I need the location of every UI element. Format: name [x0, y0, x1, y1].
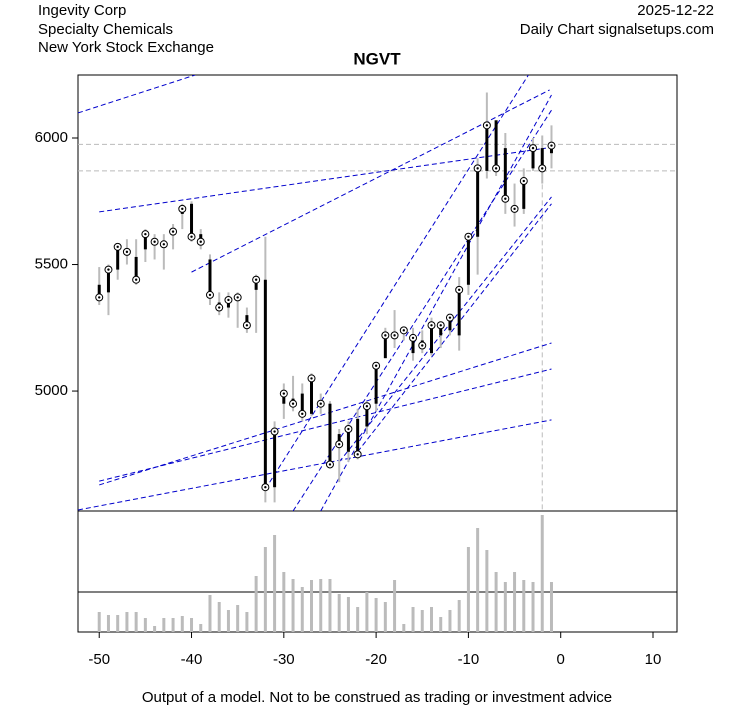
close-dot: [411, 336, 415, 340]
footer: Output of a model. Not to be construed a…: [142, 689, 612, 706]
trend-line: [320, 94, 552, 511]
x-tick-label: 10: [645, 651, 662, 668]
close-dot: [439, 324, 442, 327]
close-dot: [208, 293, 212, 297]
close-dot: [144, 232, 147, 236]
close-dot: [337, 442, 341, 446]
trend-line: [99, 147, 547, 213]
x-tick-label: -20: [365, 651, 387, 668]
close-dot: [467, 235, 470, 238]
close-dot: [476, 167, 479, 170]
close-dot: [153, 240, 156, 243]
close-dot: [347, 427, 350, 431]
close-dot: [402, 329, 406, 332]
close-dot: [319, 402, 322, 405]
sector: Specialty Chemicals: [38, 21, 173, 38]
close-dot: [236, 296, 239, 299]
close-dot: [541, 167, 544, 170]
company: Ingevity Corp: [38, 2, 126, 19]
close-dot: [181, 207, 184, 211]
close-dot: [227, 298, 230, 302]
x-tick-label: -30: [273, 651, 295, 668]
trend-line: [264, 75, 529, 490]
close-dot: [328, 463, 332, 466]
close-dot: [301, 412, 304, 416]
trend-line: [292, 109, 552, 511]
trend-line: [338, 196, 552, 463]
y-tick-label: 5000: [35, 382, 68, 399]
close-dot: [134, 278, 138, 281]
close-dot: [264, 486, 267, 489]
close-dot: [125, 250, 129, 254]
close-dot: [421, 344, 424, 347]
close-dot: [218, 306, 221, 309]
trend-line: [99, 342, 552, 486]
trend-line: [99, 368, 552, 482]
close-dot: [310, 377, 313, 380]
close-dot: [448, 316, 452, 319]
close-dot: [384, 334, 387, 337]
close-dot: [282, 392, 286, 395]
source: Daily Chart signalsetups.com: [520, 21, 714, 38]
plot-frame: [77, 74, 678, 633]
trend-line: [78, 75, 196, 114]
close-dot: [393, 334, 396, 337]
close-dot: [513, 207, 516, 211]
x-tick-label: 0: [557, 651, 565, 668]
close-dot: [374, 364, 378, 367]
close-dot: [531, 146, 535, 150]
close-dot: [550, 144, 553, 147]
close-dot: [245, 324, 249, 327]
trend-line: [78, 419, 552, 511]
close-dot: [485, 124, 489, 127]
close-dot: [430, 324, 433, 327]
y-tick-label: 5500: [35, 256, 68, 273]
close-dot: [199, 240, 202, 243]
close-dot: [365, 405, 369, 408]
close-dot: [116, 245, 119, 249]
close-dot: [98, 296, 101, 299]
close-dot: [171, 230, 175, 233]
x-tick-label: -10: [458, 651, 480, 668]
x-tick-label: -50: [88, 651, 110, 668]
close-dot: [522, 179, 525, 183]
exchange: New York Stock Exchange: [38, 39, 214, 56]
x-tick-label: -40: [181, 651, 203, 668]
trend-line: [191, 89, 550, 273]
y-tick-label: 6000: [35, 129, 68, 146]
close-dot: [107, 268, 110, 271]
close-dot: [356, 453, 359, 456]
close-dot: [273, 430, 276, 433]
chart-title: NGVT: [353, 49, 401, 68]
close-dot: [162, 243, 166, 246]
close-dot: [254, 278, 258, 281]
close-dot: [494, 167, 498, 170]
close-dot: [291, 402, 295, 405]
close-dot: [504, 197, 507, 200]
close-dot: [457, 288, 461, 292]
close-dot: [190, 235, 193, 238]
trend-line: [357, 203, 552, 453]
date: 2025-12-22: [637, 2, 714, 19]
